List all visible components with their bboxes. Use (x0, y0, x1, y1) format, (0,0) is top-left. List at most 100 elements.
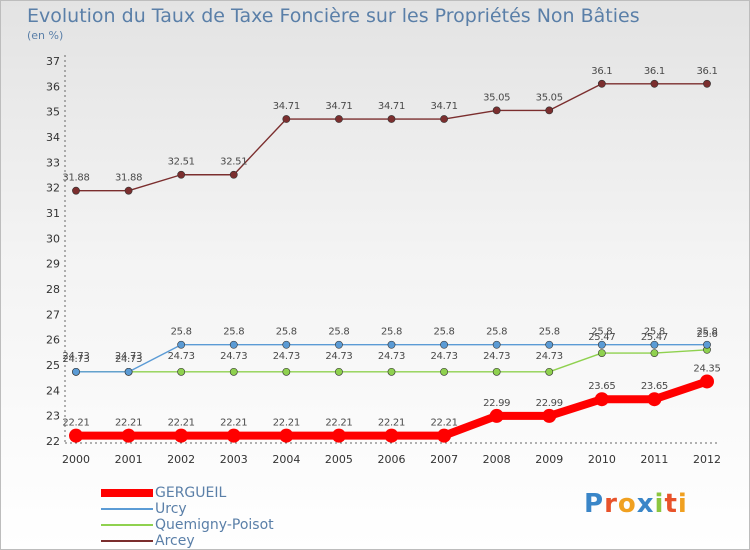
data-point (226, 428, 241, 443)
data-point (282, 340, 291, 349)
x-tick-label: 2011 (640, 453, 668, 466)
data-label: 22.21 (273, 418, 300, 429)
data-label: 25.8 (434, 327, 455, 338)
logo-letter: r (604, 489, 618, 519)
data-point (177, 367, 186, 376)
x-tick-label: 2008 (483, 453, 511, 466)
data-label: 35.05 (483, 92, 510, 103)
data-label: 24.73 (62, 354, 89, 365)
legend-swatch (101, 489, 153, 497)
data-label: 25.8 (276, 327, 297, 338)
legend-label: GERGUEIL (155, 485, 227, 501)
data-label: 25.8 (591, 327, 612, 338)
data-label: 24.73 (62, 351, 89, 362)
logo-letter: x (636, 489, 655, 519)
data-label: 22.99 (536, 398, 563, 409)
data-label: 25.47 (641, 332, 668, 343)
data-label: 25.8 (539, 327, 560, 338)
y-tick-label: 31 (46, 207, 60, 220)
data-label: 22.21 (115, 418, 142, 429)
data-label: 24.73 (378, 351, 405, 362)
data-point (594, 392, 609, 407)
y-tick-label: 34 (46, 131, 60, 144)
chart-title: Evolution du Taux de Taxe Foncière sur l… (27, 5, 640, 27)
x-tick-label: 2002 (167, 453, 195, 466)
data-point (335, 340, 343, 349)
legend-swatch (101, 524, 153, 526)
legend-swatch (101, 508, 153, 510)
data-label: 22.21 (220, 418, 247, 429)
data-label: 36.1 (591, 66, 612, 77)
x-tick-label: 2003 (220, 453, 248, 466)
data-label: 34.71 (325, 101, 352, 112)
y-tick-label: 28 (46, 283, 60, 296)
data-point (440, 340, 448, 349)
data-label: 25.8 (696, 327, 717, 338)
logo-letter: P (584, 489, 605, 519)
x-tick-label: 2007 (430, 453, 458, 466)
data-point (69, 428, 83, 443)
data-label: 23.65 (641, 381, 668, 392)
y-tick-label: 30 (46, 232, 60, 245)
data-point (597, 79, 606, 88)
data-point (703, 340, 711, 349)
data-point (597, 340, 606, 349)
y-tick-label: 32 (46, 182, 60, 195)
data-point (229, 340, 238, 349)
y-tick-label: 35 (46, 106, 60, 119)
y-tick-label: 33 (46, 156, 60, 169)
data-point (229, 170, 238, 179)
legend-swatch (101, 540, 153, 542)
y-tick-label: 26 (46, 334, 60, 347)
data-point (700, 374, 714, 389)
data-label: 24.73 (431, 351, 458, 362)
data-label: 24.73 (536, 351, 563, 362)
data-point (387, 340, 396, 349)
x-tick-label: 2012 (693, 453, 721, 466)
data-label: 22.99 (483, 398, 510, 409)
data-label: 25.8 (644, 327, 665, 338)
data-label: 25.8 (328, 327, 349, 338)
data-label: 25.8 (381, 327, 402, 338)
x-tick-label: 2001 (115, 453, 143, 466)
x-tick-label: 2004 (272, 453, 300, 466)
legend-label: Quemigny-Poisot (155, 517, 274, 533)
data-label: 22.21 (431, 418, 458, 429)
y-tick-label: 37 (46, 55, 60, 68)
data-label: 22.21 (168, 418, 195, 429)
logo-letter: t (664, 489, 678, 519)
data-point (177, 170, 186, 179)
data-point (440, 367, 448, 376)
logo-letter: o (617, 489, 637, 519)
data-label: 24.73 (115, 354, 142, 365)
y-tick-label: 25 (46, 359, 60, 372)
data-label: 34.71 (378, 101, 405, 112)
data-label: 22.21 (378, 418, 405, 429)
data-label: 25.6 (696, 329, 717, 340)
data-label: 32.51 (220, 157, 247, 168)
y-tick-label: 27 (46, 308, 60, 321)
data-label: 36.1 (696, 66, 717, 77)
data-point (489, 408, 504, 423)
x-tick-label: 2010 (588, 453, 616, 466)
data-point (282, 367, 291, 376)
data-point (440, 115, 448, 123)
x-tick-label: 2009 (535, 453, 563, 466)
chart-subtitle: (en %) (27, 29, 64, 42)
legend-label: Urcy (155, 501, 187, 517)
data-point (387, 115, 396, 123)
data-point (492, 340, 501, 349)
data-point (121, 428, 136, 443)
data-label: 23.65 (588, 381, 615, 392)
data-label: 34.71 (431, 101, 458, 112)
y-tick-label: 36 (46, 80, 60, 93)
data-label: 25.47 (588, 332, 615, 343)
data-point (650, 349, 659, 357)
data-label: 34.71 (273, 101, 300, 112)
data-point (282, 115, 291, 123)
data-label: 24.35 (693, 363, 720, 374)
data-point (650, 79, 659, 88)
data-point (174, 428, 189, 443)
data-point (492, 367, 501, 376)
